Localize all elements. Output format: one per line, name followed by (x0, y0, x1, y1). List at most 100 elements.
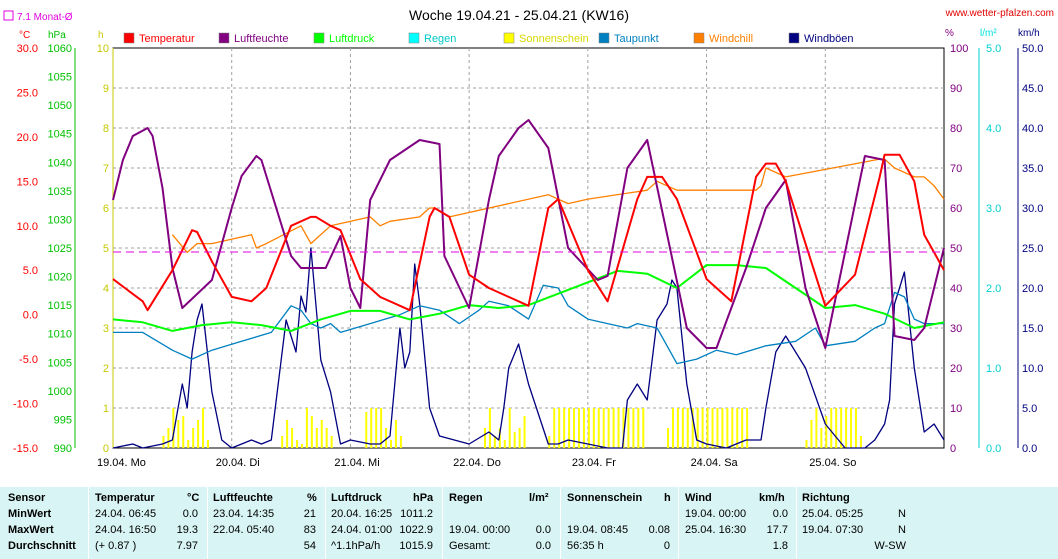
sunshine-bar (518, 428, 521, 448)
header-luftdruck: Luftdruck (331, 492, 382, 504)
rain-tick: 1.0 (986, 363, 1001, 375)
sunshine-bar (667, 428, 669, 448)
temp-tick: 25.0 (17, 87, 38, 99)
sunshine-bar (815, 408, 818, 448)
legend-label-7: Windböen (804, 33, 854, 45)
sunshine-bar (587, 408, 590, 448)
temp-tick: 20.0 (17, 132, 38, 144)
wind-tick: 40.0 (1022, 123, 1043, 135)
chart-title: Woche 19.04.21 - 25.04.21 (KW16) (409, 7, 629, 23)
sunshine-bar (671, 408, 674, 448)
humidity-tick: 50 (950, 243, 962, 255)
pressure-unit: hPa (48, 30, 66, 41)
cell-value: 0.0 (182, 508, 198, 520)
pressure-tick: 1025 (48, 243, 72, 255)
header-temperatur-unit: °C (187, 492, 200, 504)
legend-swatch-5 (598, 32, 610, 44)
sunshine-bar (370, 408, 373, 448)
x-tick-label: 19.04. Mo (97, 457, 146, 469)
legend-label-2: Luftdruck (329, 33, 375, 45)
pressure-tick: 995 (54, 414, 72, 426)
sunshine-bar (854, 408, 857, 448)
monthly-avg-label: 7.1 Monat-Ø (17, 12, 73, 23)
website-link[interactable]: www.wetter-pfalzen.com (945, 8, 1054, 19)
sunshine-bar (602, 408, 605, 448)
sunshine-bar (508, 408, 511, 448)
sunshine-bar (731, 408, 734, 448)
sunshine-bar (721, 408, 724, 448)
sunshine-bar (281, 436, 284, 448)
header-regen: Regen (449, 492, 483, 504)
header-sonnenschein: Sonnenschein (567, 492, 643, 504)
sunshine-bar (483, 428, 486, 448)
wind-unit: km/h (1018, 28, 1040, 39)
legend-swatch-7 (788, 32, 800, 44)
x-tick-label: 25.04. So (809, 457, 856, 469)
x-tick-label: 24.04. Sa (691, 457, 739, 469)
wind-tick: 45.0 (1022, 83, 1043, 95)
series-line-taupunkt (113, 284, 944, 365)
legend-swatch-6 (693, 32, 705, 44)
legend-swatch-3 (408, 32, 420, 44)
sunshine-bar (573, 408, 576, 448)
sunshine-bar (172, 408, 175, 448)
cell-date: 19.04. 00:00 (449, 524, 511, 536)
table-row-min: MinWert 24.04. 06:45 0.0 23.04. 14:35 21… (0, 508, 1058, 524)
cell-date: 25.04. 05:25 (802, 508, 864, 520)
humidity-tick: 100 (950, 43, 968, 55)
temp-tick: -10.0 (13, 399, 38, 411)
sunshine-bar (637, 408, 640, 448)
sunshine-bar (498, 428, 501, 448)
rain-tick: 0.0 (986, 443, 1001, 455)
header-richtung: Richtung (802, 492, 850, 504)
cell-value: 0.0 (535, 540, 551, 552)
sunshine-bar (716, 408, 719, 448)
sunshine-bar (859, 436, 862, 448)
sunshine-bar (696, 408, 699, 448)
temp-tick: 15.0 (17, 176, 38, 188)
sunshine-bar (850, 408, 853, 448)
pressure-tick: 1035 (48, 186, 72, 198)
sunshine-bar (632, 408, 635, 448)
wind-tick: 5.0 (1022, 403, 1037, 415)
sunshine-bar (315, 428, 318, 448)
temp-tick: -15.0 (13, 443, 38, 455)
sun-tick: 8 (103, 123, 109, 135)
sunshine-bar (291, 428, 294, 448)
legend-label-4: Sonnenschein (519, 33, 589, 45)
sunshine-bar (385, 428, 388, 448)
legend-swatch-2 (313, 32, 325, 44)
row-label: MaxWert (8, 524, 54, 536)
sunshine-bar (612, 408, 615, 448)
legend-swatch-1 (218, 32, 230, 44)
sunshine-bar (192, 428, 195, 448)
table-header-row: Sensor Temperatur °C Luftfeuchte % Luftd… (0, 492, 1058, 508)
sunshine-bar (830, 408, 833, 448)
humidity-unit: % (945, 28, 954, 39)
series-line-luftdruck (112, 264, 945, 332)
rain-unit: l/m² (980, 28, 997, 39)
chart-legend: Temperatur Luftfeuchte Luftdruck Regen Sonne… (123, 32, 854, 45)
wind-tick: 10.0 (1022, 363, 1043, 375)
sunshine-bar (681, 408, 684, 448)
sunshine-bar (390, 440, 392, 448)
temp-tick: 5.0 (23, 265, 38, 277)
sunshine-bar (607, 408, 610, 448)
cell-value: 1.8 (772, 540, 788, 552)
humidity-tick: 90 (950, 83, 962, 95)
cell-value: 7.97 (176, 540, 198, 552)
pressure-tick: 1000 (48, 386, 72, 398)
sunshine-bar (627, 408, 630, 448)
sunshine-bar (558, 408, 561, 448)
cell-date: 23.04. 14:35 (213, 508, 275, 520)
cell-date: 19.04. 08:45 (567, 524, 629, 536)
weather-chart: Woche 19.04.21 - 25.04.21 (KW16) www.wet… (3, 7, 1054, 469)
sun-tick: 0 (103, 443, 109, 455)
legend-swatch-0 (123, 32, 135, 44)
sunshine-bar (296, 440, 299, 448)
cell-value: N (898, 524, 906, 536)
sunshine-bar (711, 408, 714, 448)
legend-swatch-4 (503, 32, 515, 44)
sun-tick: 4 (103, 283, 109, 295)
sunshine-bar (825, 416, 828, 448)
